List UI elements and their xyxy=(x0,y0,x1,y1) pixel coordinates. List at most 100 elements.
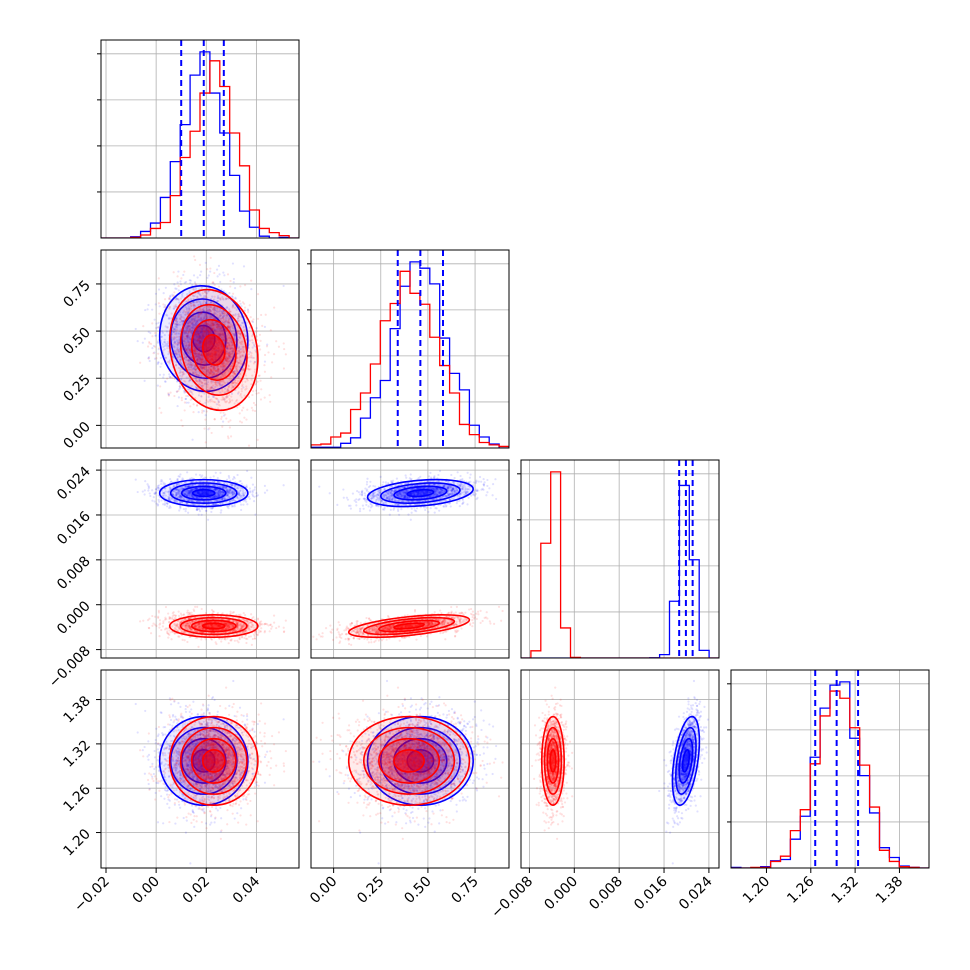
sample-point xyxy=(248,368,251,371)
sample-point xyxy=(189,361,193,364)
sample-point xyxy=(188,378,191,382)
sample-point xyxy=(188,338,192,341)
sample-point xyxy=(222,327,225,330)
sample-point xyxy=(255,492,258,495)
sample-point xyxy=(173,322,176,325)
sample-point xyxy=(190,331,194,334)
sample-point xyxy=(172,330,175,334)
sample-point xyxy=(154,331,157,335)
sample-point xyxy=(224,358,227,361)
sample-point xyxy=(232,350,235,353)
sample-point xyxy=(227,347,230,350)
sample-point xyxy=(209,339,212,342)
sample-point xyxy=(220,345,224,348)
sample-point xyxy=(218,315,221,318)
sample-point xyxy=(239,355,242,358)
sample-point xyxy=(192,372,195,375)
sample-point xyxy=(175,331,178,334)
sample-point xyxy=(219,511,222,514)
sample-point xyxy=(186,336,189,340)
sample-point xyxy=(217,400,221,403)
sample-point xyxy=(167,317,171,320)
sample-point xyxy=(194,339,197,342)
sample-point xyxy=(206,329,210,332)
sample-point xyxy=(215,345,218,348)
sample-point xyxy=(228,336,231,340)
sample-point xyxy=(149,342,153,345)
sample-point xyxy=(164,356,168,360)
sample-point xyxy=(217,355,220,358)
sample-point xyxy=(175,323,179,326)
sample-point xyxy=(224,318,227,322)
sample-point xyxy=(212,371,215,374)
sample-point xyxy=(207,353,210,356)
sample-point xyxy=(157,326,160,329)
sample-point xyxy=(212,384,215,387)
sample-point xyxy=(157,348,160,351)
sample-point xyxy=(183,281,186,284)
sample-point xyxy=(242,326,245,329)
sample-point xyxy=(208,310,211,313)
sample-point xyxy=(189,301,193,305)
panel-background xyxy=(101,460,299,658)
sample-point xyxy=(243,361,246,364)
sample-point xyxy=(172,356,175,359)
panel-background xyxy=(311,460,509,658)
sample-point xyxy=(213,365,216,368)
sample-point xyxy=(217,349,220,352)
sample-point xyxy=(228,381,231,384)
sample-point xyxy=(194,343,198,346)
sample-point xyxy=(181,292,184,295)
sample-point xyxy=(208,358,212,362)
sample-point xyxy=(206,354,209,357)
sample-point xyxy=(259,398,263,401)
sample-point xyxy=(199,274,202,277)
sample-point xyxy=(224,401,228,404)
sample-point xyxy=(249,360,252,363)
sample-point xyxy=(185,307,189,310)
sample-point xyxy=(179,378,183,381)
sample-point xyxy=(210,336,214,339)
sample-point xyxy=(194,473,198,476)
sample-point xyxy=(177,298,180,301)
sample-point xyxy=(211,400,214,403)
sample-point xyxy=(236,379,240,383)
sample-point xyxy=(167,394,171,397)
sample-point xyxy=(238,412,241,415)
sample-point xyxy=(148,492,151,495)
sample-point xyxy=(210,507,213,510)
sample-point xyxy=(251,320,255,324)
sample-point xyxy=(246,332,249,335)
sample-point xyxy=(227,401,231,404)
sample-point xyxy=(198,332,201,335)
sample-point xyxy=(206,357,210,360)
sample-point xyxy=(185,326,188,330)
sample-point xyxy=(206,325,209,328)
sample-point xyxy=(198,341,202,344)
sample-point xyxy=(199,346,202,350)
sample-point xyxy=(248,497,251,500)
sample-point xyxy=(191,323,194,326)
sample-point xyxy=(187,348,190,351)
sample-point xyxy=(226,325,230,329)
sample-point xyxy=(197,313,201,316)
sample-point xyxy=(231,327,235,330)
sample-point xyxy=(204,261,207,264)
sample-point xyxy=(200,381,203,384)
sample-point xyxy=(196,359,199,362)
sample-point xyxy=(190,368,193,371)
sample-point xyxy=(216,323,219,326)
sample-point xyxy=(198,336,201,339)
sample-point xyxy=(206,308,210,312)
sample-point xyxy=(156,362,159,366)
sample-point xyxy=(212,344,215,347)
sample-point xyxy=(176,342,179,345)
sample-point xyxy=(195,343,198,346)
sample-point xyxy=(176,340,179,343)
sample-point xyxy=(213,329,216,332)
sample-point xyxy=(201,333,204,336)
sample-point xyxy=(227,420,230,423)
sample-point xyxy=(177,396,181,399)
sample-point xyxy=(164,342,167,345)
sample-point xyxy=(236,338,239,341)
